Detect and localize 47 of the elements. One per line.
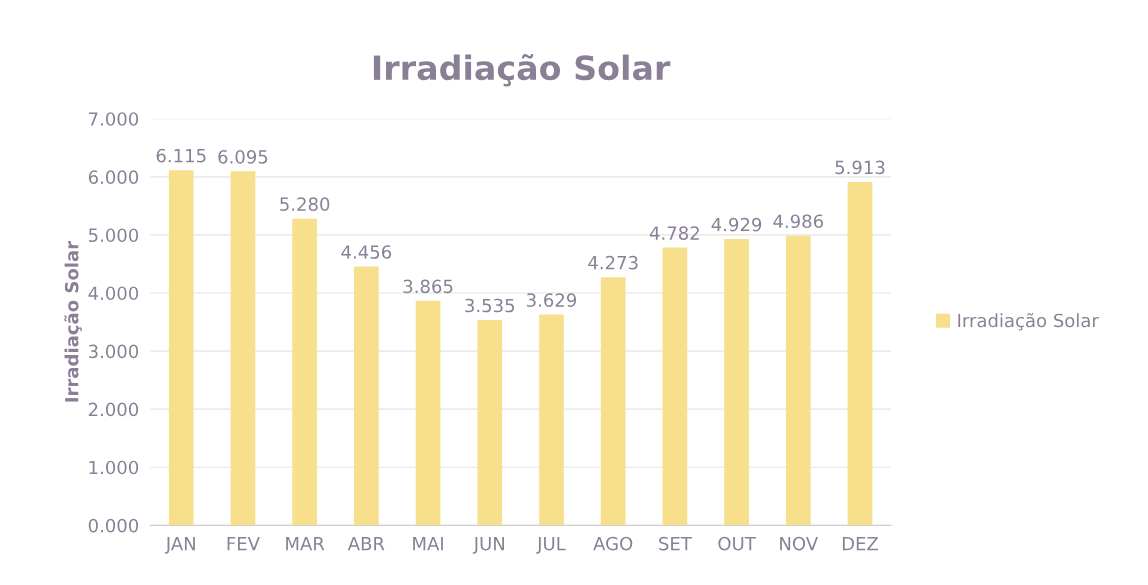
- x-tick-label: ABR: [347, 537, 385, 551]
- x-tick-label: FEV: [227, 537, 260, 551]
- bar: [600, 277, 626, 526]
- x-tick-label: AGO: [593, 536, 633, 551]
- y-tick-label: 6.000: [88, 170, 139, 184]
- data-label: 3.629: [527, 293, 577, 307]
- y-tick-label: 0.000: [88, 518, 139, 533]
- y-tick-label: 1.000: [89, 460, 139, 475]
- y-tick-label: 3.000: [88, 344, 139, 359]
- y-tick-label: 7.000: [89, 112, 139, 126]
- x-tick-label: OUT: [718, 536, 756, 551]
- y-tick-label: 4.000: [88, 286, 139, 301]
- data-label: 4.986: [773, 214, 823, 229]
- bar: [168, 170, 194, 526]
- y-tick-label: 2.000: [88, 402, 139, 417]
- y-tick-label: 5.000: [88, 228, 139, 243]
- bar: [230, 171, 256, 526]
- x-tick-label: JUL: [536, 537, 566, 554]
- bar: [662, 247, 688, 526]
- x-tick-label: DEZ: [842, 537, 879, 551]
- x-tick-label: MAI: [413, 537, 443, 551]
- bar: [415, 300, 441, 526]
- data-label: 3.535: [465, 298, 515, 313]
- bar: [539, 314, 564, 526]
- bar: [477, 320, 503, 526]
- data-label: 6.115: [156, 148, 206, 163]
- bar: [354, 266, 379, 526]
- data-label: 4.929: [711, 217, 762, 232]
- x-tick-label: SET: [659, 536, 692, 551]
- data-label: 4.273: [588, 255, 638, 270]
- x-tick-label: NOV: [780, 536, 819, 551]
- x-tick-label: JUN: [472, 537, 505, 554]
- data-label: 6.095: [218, 150, 268, 164]
- data-label: 4.782: [649, 226, 699, 240]
- data-label: 4.456: [341, 245, 392, 259]
- bar: [847, 181, 873, 526]
- bar: [785, 235, 811, 526]
- bar: [724, 239, 749, 526]
- legend-label: Irradiação Solar: [958, 313, 1099, 331]
- chart-title: Irradiação Solar: [373, 53, 671, 87]
- bar: [292, 218, 317, 526]
- data-label: 3.865: [403, 279, 453, 294]
- data-label: 5.913: [835, 160, 885, 175]
- x-tick-label: JAN: [164, 537, 195, 554]
- data-label: 5.280: [280, 197, 330, 211]
- x-tick-label: MAR: [286, 537, 325, 551]
- y-axis-title: Irradiação Solar: [64, 240, 82, 402]
